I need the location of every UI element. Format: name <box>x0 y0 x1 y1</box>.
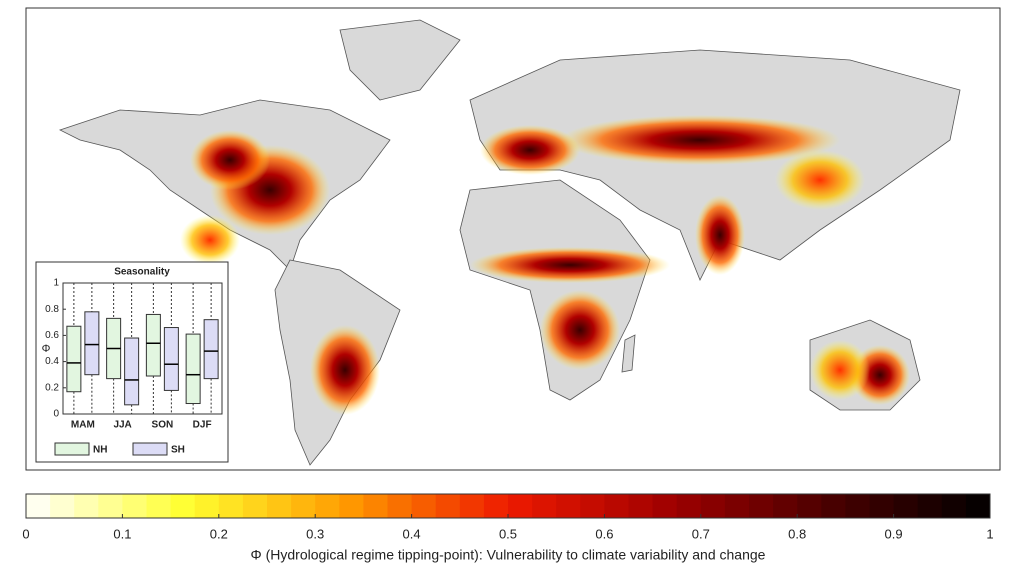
colorbar-tick-label: 0.6 <box>595 526 613 541</box>
inset-title: Seasonality <box>114 267 170 278</box>
colorbar-cell <box>965 494 991 518</box>
y-tick-label: 0.2 <box>45 382 59 393</box>
colorbar-cell <box>700 494 726 518</box>
colorbar-cell <box>749 494 774 518</box>
y-tick-label: 0.6 <box>45 330 59 341</box>
x-tick-label: SON <box>152 420 174 431</box>
madagascar <box>621 334 636 373</box>
colorbar-cell <box>580 494 605 518</box>
hotspot <box>470 247 670 283</box>
colorbar-cell <box>604 494 629 518</box>
colorbar-cell <box>821 494 846 518</box>
y-tick-label: 0.8 <box>45 304 59 315</box>
colorbar-cell <box>893 494 919 518</box>
plot-frame <box>62 282 223 415</box>
colorbar-cell <box>339 494 364 518</box>
hotspot <box>190 130 270 190</box>
colorbar-tick-label: 0.8 <box>788 526 806 541</box>
colorbar-cell <box>411 494 437 518</box>
colorbar-cell <box>98 494 123 518</box>
colorbar-cell <box>122 494 147 518</box>
hotspot <box>310 325 380 415</box>
colorbar-tick-label: 0.4 <box>403 526 421 541</box>
colorbar-cell <box>218 494 244 518</box>
colorbar-cell <box>508 494 533 518</box>
colorbar-cell <box>291 494 316 518</box>
colorbar-label: Φ (Hydrological regime tipping-point): V… <box>251 547 766 563</box>
colorbar-cell <box>917 494 943 518</box>
colorbar-cell <box>556 494 581 518</box>
colorbar-cell <box>267 494 292 518</box>
colorbar-cell <box>435 494 461 518</box>
colorbar-cell <box>194 494 220 518</box>
colorbar-cell <box>845 494 870 518</box>
hotspot <box>695 195 745 275</box>
colorbar-tick-label: 0.2 <box>210 526 228 541</box>
box <box>163 327 179 391</box>
colorbar-cell <box>26 494 51 518</box>
y-axis-label: Φ <box>42 343 51 355</box>
colorbar-cell <box>50 494 75 518</box>
colorbar-cell <box>773 494 798 518</box>
colorbar-cell <box>146 494 172 518</box>
colorbar-cell <box>532 494 557 518</box>
colorbar-cell <box>363 494 388 518</box>
colorbar-cell <box>483 494 509 518</box>
hotspot <box>480 125 580 175</box>
box <box>145 313 161 377</box>
y-tick-label: 0 <box>53 409 59 420</box>
legend-swatch <box>132 442 168 456</box>
colorbar-cell <box>724 494 750 518</box>
legend-swatch <box>54 442 90 456</box>
colorbar-cell <box>941 494 967 518</box>
colorbar-tick-label: 0.7 <box>692 526 710 541</box>
hotspot <box>540 290 620 370</box>
colorbar-cell <box>869 494 895 518</box>
colorbar-cell <box>652 494 678 518</box>
box <box>84 311 100 376</box>
y-tick-label: 0.4 <box>45 356 59 367</box>
legend-label: NH <box>93 445 107 456</box>
colorbar-tick-label: 1 <box>986 526 993 541</box>
x-tick-label: JJA <box>113 420 131 431</box>
colorbar-cell <box>74 494 99 518</box>
x-tick-label: MAM <box>71 420 95 431</box>
hotspot <box>560 115 840 165</box>
colorbar-cell <box>315 494 340 518</box>
colorbar-tick-label: 0.1 <box>113 526 131 541</box>
box <box>185 333 201 405</box>
hotspot <box>775 150 865 210</box>
colorbar-cell <box>676 494 702 518</box>
colorbar-tick-label: 0.9 <box>885 526 903 541</box>
colorbar-cell <box>242 494 268 518</box>
colorbar-cell <box>459 494 485 518</box>
greenland <box>339 19 461 101</box>
box <box>66 325 82 393</box>
colorbar-cell <box>387 494 413 518</box>
colorbar-tick-label: 0.3 <box>306 526 324 541</box>
hotspot <box>180 215 240 265</box>
colorbar-cell <box>628 494 654 518</box>
colorbar-tick-label: 0 <box>22 526 29 541</box>
hotspots <box>180 115 910 415</box>
y-tick-label: 1 <box>53 278 59 289</box>
colorbar-tick-label: 0.5 <box>499 526 517 541</box>
box <box>203 319 219 380</box>
x-tick-label: DJF <box>193 420 212 431</box>
colorbar-cell <box>797 494 822 518</box>
colorbar-cell <box>170 494 196 518</box>
box <box>124 337 140 406</box>
legend-label: SH <box>171 445 185 456</box>
hotspot <box>810 340 870 400</box>
